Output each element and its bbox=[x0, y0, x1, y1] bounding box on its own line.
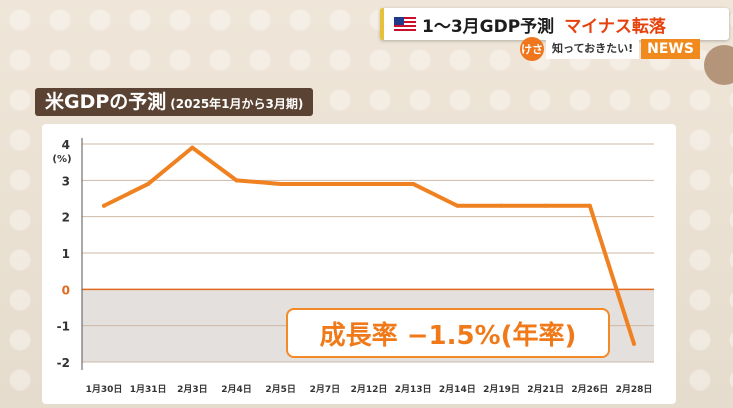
y-tick-label: 1 bbox=[62, 247, 70, 261]
data-point bbox=[146, 181, 151, 186]
y-tick-label: -2 bbox=[57, 356, 70, 370]
data-point bbox=[278, 181, 283, 186]
x-tick-label: 2月4日 bbox=[221, 384, 252, 395]
data-point bbox=[455, 203, 460, 208]
y-tick-label: 0 bbox=[62, 283, 70, 297]
data-point bbox=[411, 181, 416, 186]
chart-title-tab: 米GDPの予測 (2025年1月から3月期) bbox=[35, 88, 314, 116]
logo-mark: けさ bbox=[520, 37, 544, 61]
y-tick-label: 3 bbox=[62, 174, 70, 188]
x-tick-label: 2月13日 bbox=[395, 384, 432, 395]
growth-rate-callout: 成長率 −1.5%(年率) bbox=[286, 308, 610, 358]
x-tick-label: 2月28日 bbox=[616, 384, 653, 395]
data-point bbox=[367, 181, 371, 186]
news-badge: NEWS bbox=[641, 39, 700, 59]
y-tick-label: 4 bbox=[62, 138, 70, 152]
program-logo: けさ 知っておきたい! NEWS bbox=[520, 37, 700, 61]
data-point bbox=[234, 178, 239, 183]
data-point bbox=[102, 203, 106, 208]
chart-subtitle: (2025年1月から3月期) bbox=[170, 97, 304, 111]
headline-bar: 1〜3月GDP予測 マイナス転落 bbox=[380, 8, 729, 40]
x-tick-label: 2月19日 bbox=[483, 384, 520, 395]
x-tick-label: 2月14日 bbox=[439, 384, 476, 395]
data-point bbox=[543, 203, 548, 208]
x-tick-label: 2月21日 bbox=[527, 384, 564, 395]
us-flag-icon bbox=[394, 17, 416, 31]
x-tick-label: 2月5日 bbox=[265, 384, 296, 395]
gdp-line-chart: 4 3 2 1 0 -1 -2 (%) 1月30日 1月31日 2月3日 2月4日 2月5日 2月7日 2月… bbox=[52, 138, 654, 395]
y-tick-label: 2 bbox=[62, 211, 70, 225]
chart-card: 4 3 2 1 0 -1 -2 (%) 1月30日 1月31日 2月3日 2月4日 2月5日 2月7日 2月… bbox=[42, 124, 676, 404]
y-axis-unit: (%) bbox=[52, 154, 71, 165]
data-point bbox=[322, 181, 327, 186]
x-tick-label: 2月12日 bbox=[351, 384, 388, 395]
logo-text: 知っておきたい! bbox=[546, 39, 640, 59]
headline-accent: マイナス転落 bbox=[564, 16, 666, 37]
y-tick-label: -1 bbox=[57, 320, 70, 334]
x-tick-label: 1月30日 bbox=[86, 384, 123, 395]
x-tick-label: 2月7日 bbox=[310, 384, 341, 395]
data-point bbox=[499, 203, 504, 208]
headline-text: 1〜3月GDP予測 bbox=[422, 16, 555, 37]
data-point bbox=[190, 145, 195, 150]
data-point bbox=[587, 203, 592, 208]
chart-title: 米GDPの予測 bbox=[45, 91, 167, 113]
x-tick-label: 1月31日 bbox=[130, 384, 167, 395]
x-tick-label: 2月3日 bbox=[177, 384, 208, 395]
data-point bbox=[632, 341, 636, 346]
channel-watermark bbox=[4, 8, 134, 68]
decorative-sphere bbox=[704, 45, 733, 85]
x-tick-label: 2月26日 bbox=[571, 384, 608, 395]
